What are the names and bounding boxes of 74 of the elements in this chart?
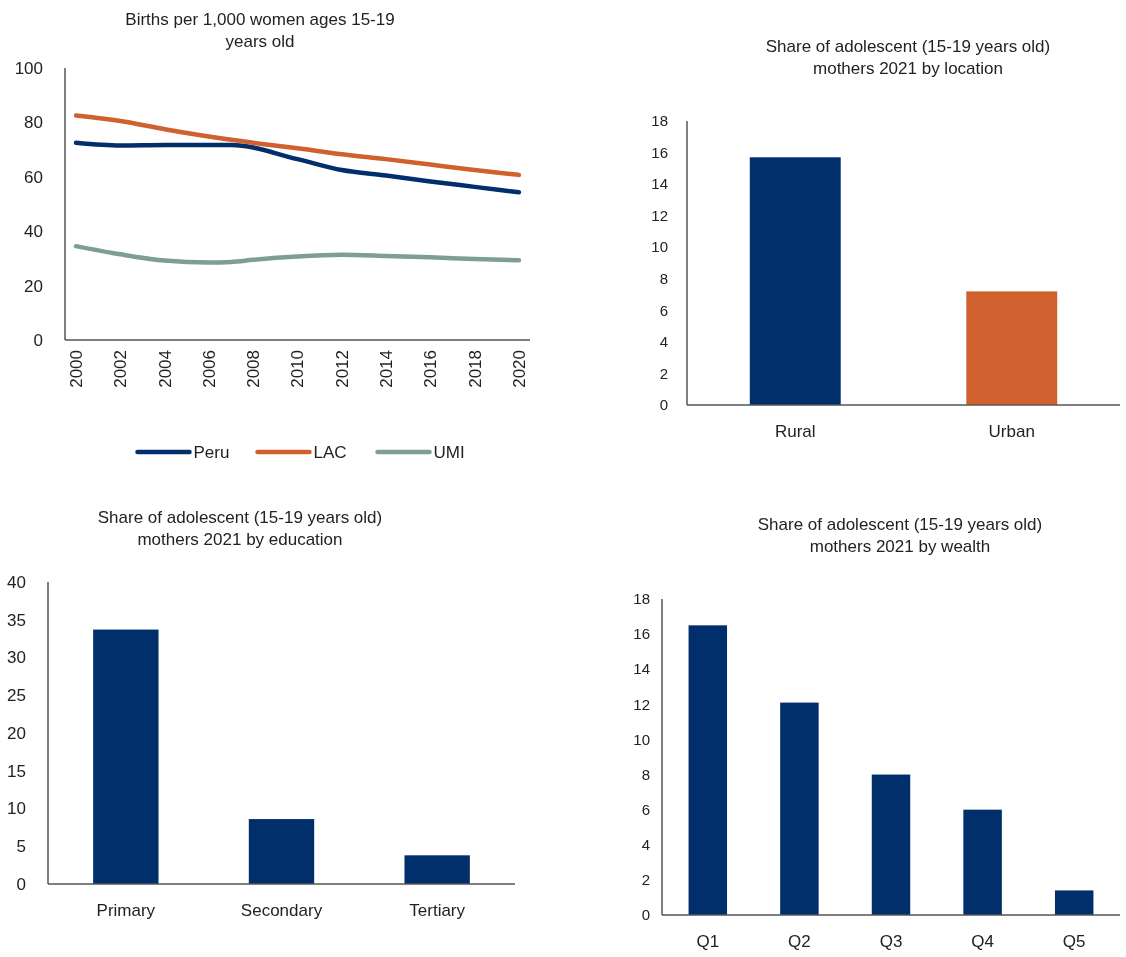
y-tick-label: 30 [7,648,26,668]
y-tick-label: 16 [651,143,668,161]
bar [871,774,911,915]
chart-title: Births per 1,000 women ages 15-19 years old [125,10,395,51]
y-tick-label: 2 [659,364,668,382]
y-tick-label: 12 [633,695,650,713]
y-tick-label: 0 [659,396,668,414]
x-tick-label: Q2 [788,932,811,951]
y-tick-label: 4 [641,836,650,854]
y-tick-label: 0 [16,874,26,894]
bar [688,625,728,915]
x-tick-label: Urban [988,422,1035,441]
y-tick-label: 40 [7,572,26,592]
y-tick-label: 14 [651,175,668,193]
y-tick-label: 10 [651,238,668,256]
x-tick-label: 2010 [288,350,308,388]
bar [780,702,819,915]
y-tick-label: 18 [633,590,650,608]
x-tick-label: Secondary [240,901,323,920]
chart-title: Share of adolescent (15-19 years old) mothers 2021 by wealth [757,515,1043,556]
bar [93,629,159,884]
y-tick-label: 8 [659,270,668,288]
y-tick-label: 6 [641,800,650,818]
x-tick-label: Tertiary [409,901,466,920]
line-series [73,113,522,178]
bar [404,855,470,884]
x-tick-label: Q3 [879,932,903,951]
line-series [73,243,522,265]
x-tick-label: 2002 [111,350,131,388]
x-tick-label: 2020 [509,350,529,388]
y-tick-label: 16 [633,625,650,643]
x-tick-label: 2006 [199,350,219,388]
bar [1054,890,1094,915]
y-tick-label: 25 [7,686,26,706]
y-tick-label: 40 [24,222,43,242]
legend-label: UMI [433,442,465,462]
x-tick-label: Rural [774,422,816,441]
y-tick-label: 14 [633,660,650,678]
y-tick-label: 100 [14,58,43,78]
y-tick-label: 20 [7,723,26,743]
y-tick-label: 6 [659,301,668,319]
y-tick-label: 20 [24,276,43,296]
x-tick-label: Primary [96,901,156,920]
y-tick-label: 10 [7,799,26,819]
bar [963,809,1002,915]
chart-title: Share of adolescent (15-19 years old) mothers 2021 by location [765,37,1051,78]
x-tick-label: Q1 [696,932,720,951]
y-tick-label: 0 [33,330,43,350]
x-tick-label: 2008 [244,350,264,388]
y-tick-label: 60 [24,167,43,187]
x-tick-label: 2016 [421,350,441,388]
y-tick-label: 4 [659,333,668,351]
x-tick-label: 2004 [155,350,175,388]
x-tick-label: Q4 [971,932,994,951]
y-tick-label: 80 [24,113,43,133]
bar [248,819,315,884]
x-tick-label: 2000 [67,350,87,388]
y-tick-label: 10 [633,730,650,748]
legend-label: LAC [313,442,347,462]
x-tick-label: 2018 [465,350,485,388]
chart-title: Share of adolescent (15-19 years old) mothers 2021 by education [97,508,383,549]
y-tick-label: 8 [641,765,650,783]
x-tick-label: 2012 [332,350,352,388]
y-tick-label: 12 [651,206,668,224]
y-tick-label: 0 [641,906,650,924]
y-tick-label: 2 [641,871,650,889]
y-tick-label: 18 [651,112,668,130]
line-series [73,140,522,195]
x-tick-label: Q5 [1062,932,1086,951]
y-tick-label: 15 [7,761,26,781]
y-tick-label: 5 [16,837,26,857]
legend-label: Peru [193,442,230,462]
x-tick-label: 2014 [377,350,397,388]
y-tick-label: 35 [7,610,26,630]
